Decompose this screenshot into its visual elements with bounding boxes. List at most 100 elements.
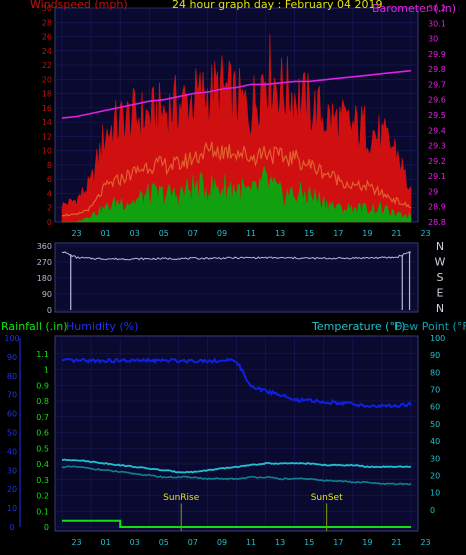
barometer-series <box>61 69 412 119</box>
humidity-y-tick: 30 <box>7 466 17 475</box>
temp-y-tick: 60 <box>430 403 440 412</box>
wind-x-tick: 13 <box>275 229 285 238</box>
humidity-y-tick: 20 <box>7 485 17 494</box>
baro-y-tick: 29.7 <box>428 80 446 89</box>
sunset-label: SunSet <box>311 493 343 503</box>
rain-y-tick: 1.1 <box>36 350 49 359</box>
compass-label: W <box>435 256 446 269</box>
rainfall-series <box>62 519 411 528</box>
humidity-y-tick: 60 <box>7 410 17 419</box>
rain-y-tick: 1 <box>44 366 49 375</box>
wind-x-tick: 23 <box>71 229 81 238</box>
wind-y-tick: 18 <box>42 90 52 99</box>
baro-y-tick: 29.4 <box>428 126 446 135</box>
temp-y-tick: 10 <box>430 489 440 498</box>
wind-x-tick: 15 <box>304 229 314 238</box>
temp-x-tick: 21 <box>391 538 401 547</box>
wind-x-tick: 01 <box>101 229 111 238</box>
humidity-axis-label: Humidity (%) <box>66 320 138 333</box>
wind-y-tick: 2 <box>47 204 52 213</box>
baro-y-ticks: 28.8 28.9 29 29.1 29.2 29.3 29.4 29.5 29.6 29.7 29… <box>428 4 446 227</box>
baro-y-tick: 29.8 <box>428 65 446 74</box>
temperature-axis-label: Temperature (°F) <box>311 320 406 333</box>
rain-y-tick: 0.3 <box>36 476 49 485</box>
sun-annotations: SunRise SunSet <box>163 493 343 531</box>
rain-y-tick: 0.4 <box>36 460 49 469</box>
direction-y-tick: 360 <box>37 242 52 251</box>
baro-y-tick: 30.1 <box>428 19 446 28</box>
temp-y-tick: 0 <box>430 506 435 515</box>
temp-x-tick: 19 <box>362 538 372 547</box>
humidity-y-tick: 80 <box>7 372 17 381</box>
rain-y-tick: 0.2 <box>36 492 49 501</box>
temp-series <box>61 357 412 528</box>
temp-x-tick: 15 <box>304 538 314 547</box>
wind-y-tick: 22 <box>42 61 52 70</box>
humidity-y-tick: 100 <box>4 334 19 343</box>
temp-y-tick: 70 <box>430 386 440 395</box>
wind-y-tick: 6 <box>47 175 52 184</box>
wind-x-tick: 03 <box>130 229 140 238</box>
dewpoint-series <box>61 465 412 486</box>
wind-y-tick: 28 <box>42 18 52 27</box>
wind-x-tick: 07 <box>188 229 198 238</box>
rain-y-tick: 0.5 <box>36 444 49 453</box>
wind-y-tick: 8 <box>47 161 52 170</box>
direction-y-ticks: 360 270 180 90 0 <box>37 242 52 315</box>
compass-label: N <box>436 240 444 253</box>
wind-y-tick: 26 <box>42 33 52 42</box>
direction-series <box>61 251 412 310</box>
wind-y-tick: 0 <box>47 218 52 227</box>
humidity-y-tick: 70 <box>7 391 17 400</box>
wind-x-ticks: 23 01 03 05 07 09 11 13 15 17 19 21 23 <box>71 229 430 238</box>
graph-title: 24 hour graph day : February 04 2019 <box>172 0 383 11</box>
temp-grid <box>55 338 418 531</box>
temp-x-tick: 11 <box>246 538 256 547</box>
temp-x-tick: 23 <box>71 538 81 547</box>
wind-x-tick: 05 <box>159 229 169 238</box>
rain-y-tick: 0.7 <box>36 413 49 422</box>
windspeed-axis-label: Windspeed (mph) <box>30 0 128 11</box>
temp-y-tick: 80 <box>430 368 440 377</box>
wind-direction-panel <box>54 242 419 313</box>
wind-y-tick: 24 <box>42 47 52 56</box>
temperature-series <box>61 458 412 474</box>
baro-y-tick: 30.2 <box>428 4 446 13</box>
rain-y-tick: 0.1 <box>36 507 49 516</box>
baro-y-tick: 29.3 <box>428 142 446 151</box>
wind-x-tick: 17 <box>333 229 343 238</box>
dewpoint-axis-label: Dew Point (°F) <box>394 320 466 333</box>
rain-y-tick: 0.9 <box>36 381 49 390</box>
baro-y-tick: 30 <box>428 35 438 44</box>
wind-y-tick: 4 <box>47 189 52 198</box>
humidity-y-tick: 50 <box>7 429 17 438</box>
direction-y-tick: 180 <box>37 274 52 283</box>
humidity-y-tick: 40 <box>7 447 17 456</box>
temp-y-tick: 50 <box>430 420 440 429</box>
temp-x-tick: 09 <box>217 538 227 547</box>
wind-y-tick: 20 <box>42 75 52 84</box>
humidity-y-tick: 10 <box>7 504 17 513</box>
temp-x-tick: 13 <box>275 538 285 547</box>
compass-label: S <box>437 271 444 284</box>
compass-label: N <box>436 302 444 315</box>
wind-y-tick: 16 <box>42 104 52 113</box>
baro-y-tick: 29.5 <box>428 111 446 120</box>
wind-x-tick: 11 <box>246 229 256 238</box>
temp-x-tick: 17 <box>333 538 343 547</box>
temp-y-tick: 100 <box>430 334 445 343</box>
temp-y-tick: 40 <box>430 437 440 446</box>
humidity-series <box>61 357 412 409</box>
wind-speed-series <box>62 165 412 223</box>
baro-y-tick: 29 <box>428 187 438 196</box>
baro-y-tick: 29.2 <box>428 157 446 166</box>
direction-y-tick: 90 <box>42 290 52 299</box>
baro-y-tick: 29.1 <box>428 172 446 181</box>
humidity-y-tick: 0 <box>9 523 14 532</box>
wind-y-tick: 12 <box>42 132 52 141</box>
sunrise-label: SunRise <box>163 493 200 503</box>
baro-y-tick: 28.9 <box>428 203 446 212</box>
